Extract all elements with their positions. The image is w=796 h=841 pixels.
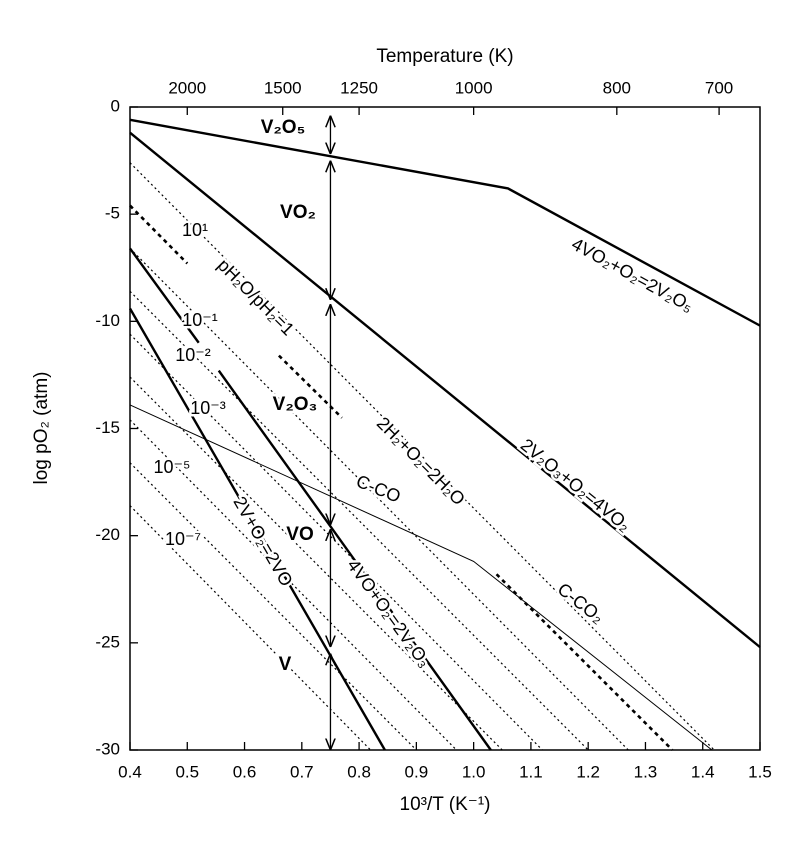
x-tick-label: 1.3 [634, 762, 658, 781]
y-tick-label: -10 [95, 311, 120, 330]
series-label: 10¹ [182, 220, 208, 240]
y-axis-title: log pO₂ (atm) [31, 372, 52, 485]
series-line [129, 404, 713, 751]
series-label: 10⁻¹ [182, 310, 218, 330]
series-label: pH₂O/pH₂=1 [214, 255, 299, 340]
series-label: 10⁻⁵ [154, 457, 191, 477]
region-label: VO₂ [280, 202, 316, 223]
y-tick-label: -30 [95, 739, 120, 758]
x-tick-label: 0.6 [233, 762, 257, 781]
x2-tick-label: 1000 [455, 78, 493, 97]
x2-tick-label: 2000 [168, 78, 206, 97]
series-label: 10⁻² [175, 345, 211, 365]
y-tick-label: -25 [95, 632, 120, 651]
annotation: C-CO [353, 471, 403, 507]
y-tick-label: -20 [95, 525, 120, 544]
series-line [129, 376, 503, 751]
x-tick-label: 0.5 [175, 762, 199, 781]
x-tick-label: 1.0 [462, 762, 486, 781]
x-tick-label: 0.9 [405, 762, 429, 781]
series-line [129, 290, 589, 751]
series-line [129, 419, 457, 751]
series-label: 10⁻³ [190, 398, 226, 418]
series-label: 10⁻⁷ [165, 529, 201, 549]
series-label: 2V₂O₃+O₂=4VO₂ [517, 435, 635, 536]
series-line [129, 162, 715, 751]
series-line [129, 118, 761, 327]
x2-tick-label: 800 [603, 78, 631, 97]
x-tick-label: 0.8 [347, 762, 371, 781]
x-tick-label: 1.5 [748, 762, 772, 781]
y-tick-label: -15 [95, 418, 120, 437]
x2-tick-label: 1250 [340, 78, 378, 97]
x-axis-title: 10³/T (K⁻¹) [400, 794, 491, 815]
x-tick-label: 1.1 [519, 762, 543, 781]
series-line [129, 131, 761, 649]
x-tick-label: 1.4 [691, 762, 715, 781]
x2-axis-title: Temperature (K) [376, 46, 513, 67]
region-label: V₂O₃ [273, 394, 318, 415]
region-label: V₂O₅ [261, 117, 306, 138]
region-label: V [279, 654, 292, 675]
x2-tick-label: 1500 [264, 78, 302, 97]
x-tick-label: 0.7 [290, 762, 314, 781]
series-line [129, 247, 492, 751]
annotation: C-CO₂ [554, 579, 608, 627]
x2-tick-label: 700 [705, 78, 733, 97]
x-tick-label: 0.4 [118, 762, 142, 781]
series-label: 4VO+O₂=2V₂O₃ [343, 555, 435, 671]
y-tick-label: 0 [111, 96, 120, 115]
region-label: VO [286, 524, 313, 545]
x-tick-label: 1.2 [576, 762, 600, 781]
series-label: 4VO₂+O₂=2V₂O₅ [568, 234, 696, 316]
series-line [129, 204, 674, 751]
y-tick-label: -5 [105, 204, 120, 223]
plot-frame [129, 106, 761, 751]
